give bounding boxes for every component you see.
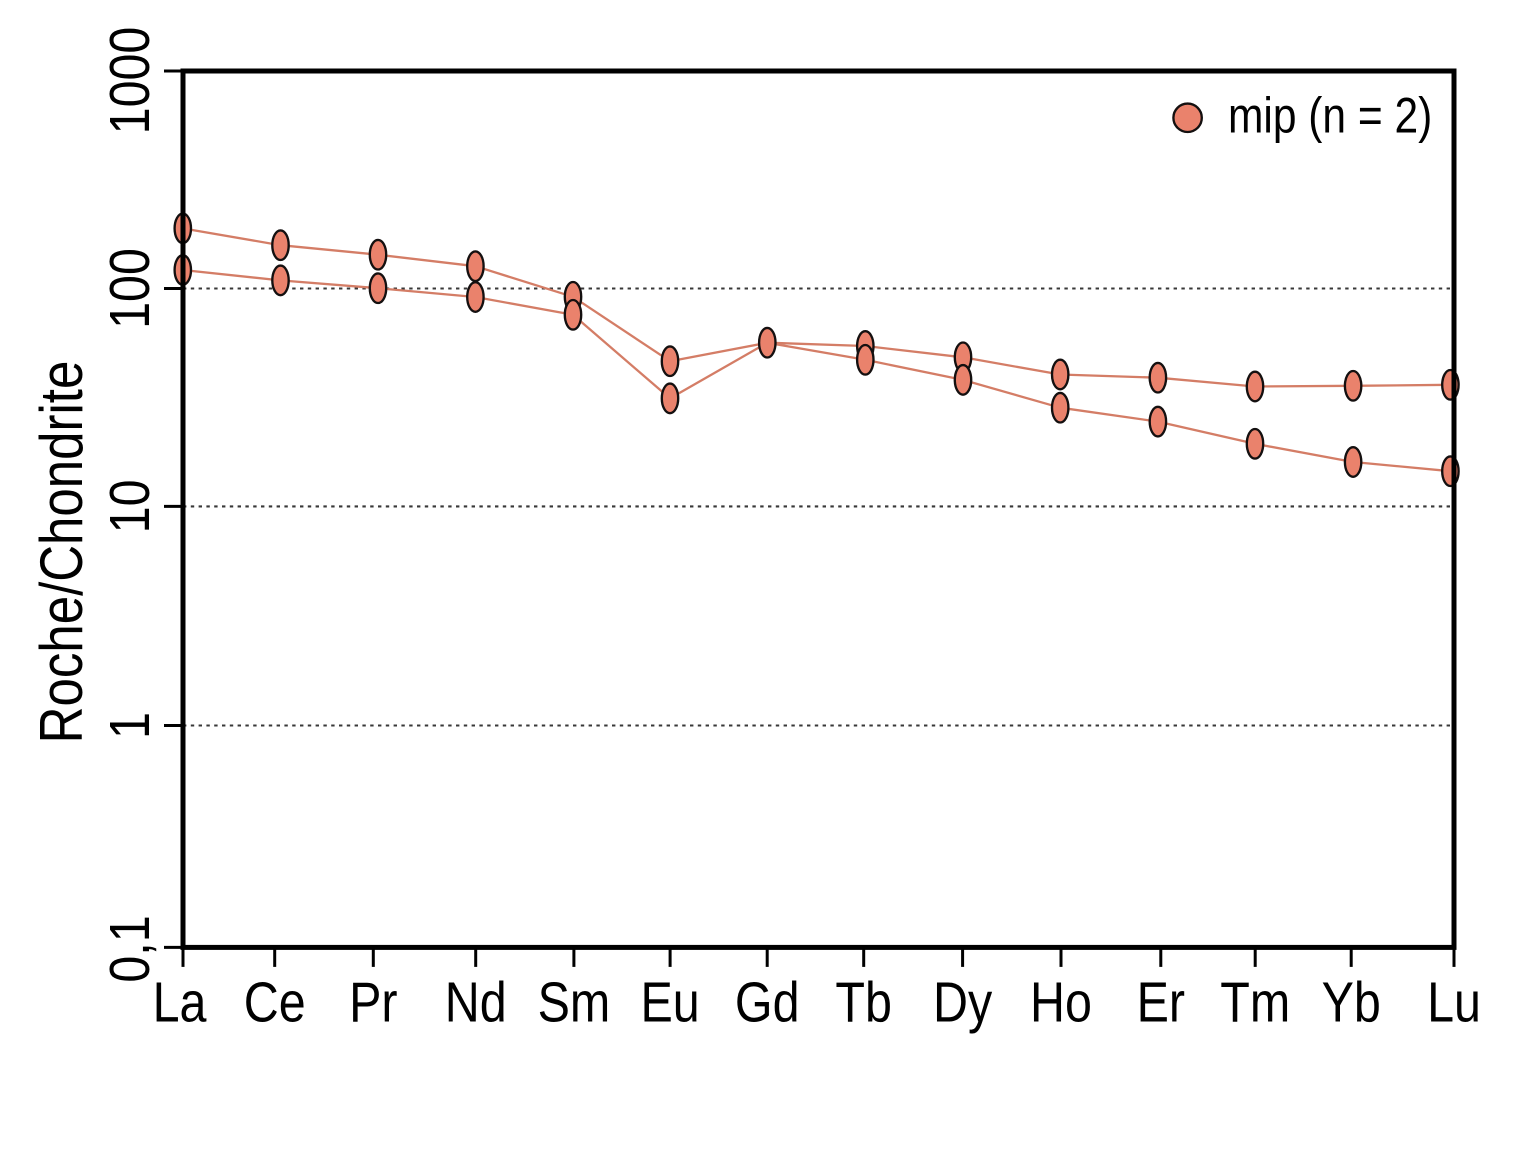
svg-text:Roche/Chondrite: Roche/Chondrite: [28, 361, 95, 744]
svg-text:1000: 1000: [98, 27, 162, 135]
svg-text:Lu: Lu: [1427, 971, 1481, 1035]
svg-text:Dy: Dy: [933, 971, 993, 1035]
svg-text:Tb: Tb: [835, 971, 892, 1035]
svg-text:Gd: Gd: [735, 971, 800, 1035]
svg-text:Tm: Tm: [1220, 971, 1290, 1035]
svg-text:Nd: Nd: [445, 971, 507, 1035]
svg-text:mip (n = 2): mip (n = 2): [1228, 87, 1432, 143]
svg-text:100: 100: [98, 248, 162, 329]
svg-text:1: 1: [98, 712, 162, 739]
svg-text:Yb: Yb: [1322, 971, 1381, 1035]
svg-text:Pr: Pr: [349, 971, 397, 1035]
svg-text:0,1: 0,1: [98, 915, 162, 982]
svg-text:Er: Er: [1137, 971, 1185, 1035]
svg-text:Ho: Ho: [1030, 971, 1092, 1035]
svg-text:La: La: [153, 971, 207, 1035]
svg-text:Eu: Eu: [640, 971, 699, 1035]
svg-text:Sm: Sm: [538, 971, 611, 1035]
svg-text:10: 10: [98, 479, 162, 533]
svg-text:Ce: Ce: [244, 971, 306, 1035]
